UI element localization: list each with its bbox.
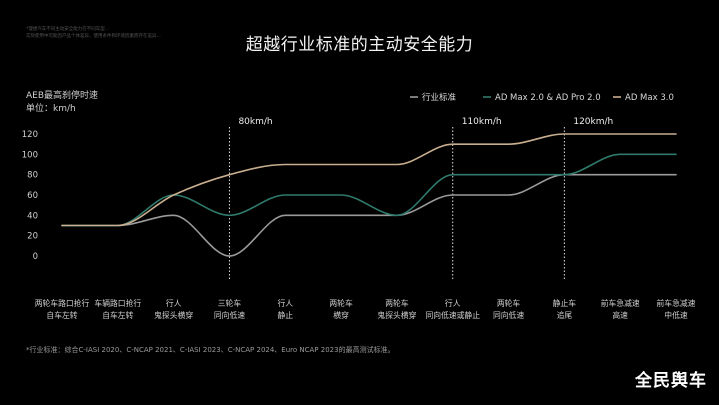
series-lines <box>61 133 677 257</box>
x-category-label-line: 自车左转 <box>102 310 133 320</box>
x-category-label-line: 鬼探头横穿 <box>377 310 416 320</box>
x-category-label: 车辆路口抢行自车左转 <box>94 298 141 320</box>
x-category-label-line: 同向低速 <box>493 310 524 320</box>
x-category-label-line: 三轮车 <box>218 298 242 308</box>
disclaimer-line-1: *理想汽车不同主动安全能力在不同车型... <box>26 27 110 32</box>
x-category-label: 两轮车鬼探头横穿 <box>377 298 416 320</box>
x-category-label: 两轮车横穿 <box>329 298 353 320</box>
legend-label: AD Max 3.0 <box>625 93 674 103</box>
y-tick-label: 40 <box>27 211 38 221</box>
x-category-label-line: 车辆路口抢行 <box>94 298 141 308</box>
x-category-label-line: 同向低速或静止 <box>425 310 480 320</box>
x-category-label: 行人鬼探头横穿 <box>154 298 193 320</box>
x-category-label: 两轮车路口抢行自车左转 <box>35 298 90 320</box>
x-category-label-line: 行人 <box>277 298 293 308</box>
series-line-1 <box>61 173 677 257</box>
x-axis: 两轮车路口抢行自车左转车辆路口抢行自车左转行人鬼探头横穿三轮车同向低速行人静止两… <box>35 298 696 320</box>
series-line-3 <box>61 133 677 227</box>
y-axis-label: AEB最高刹停时速 <box>26 91 99 101</box>
legend-label: AD Max 2.0 & AD Pro 2.0 <box>495 93 601 103</box>
x-category-label-line: 横穿 <box>333 310 349 320</box>
x-category-label-line: 高速 <box>612 310 628 320</box>
x-category-label: 两轮车同向低速 <box>493 298 524 320</box>
annotation-label: 80km/h <box>238 117 272 127</box>
y-tick-label: 20 <box>27 232 38 242</box>
x-category-label-line: 静止 <box>277 310 293 320</box>
x-category-label: 三轮车同向低速 <box>214 298 245 320</box>
page-title: 超越行业标准的主动安全能力 <box>245 35 474 55</box>
footnote: *行业标准：综合C-IASI 2020、C-NCAP 2021、C-IASI 2… <box>26 346 395 354</box>
y-tick-label: 60 <box>27 191 38 201</box>
x-category-label-line: 两轮车 <box>385 298 409 308</box>
x-category-label-line: 两轮车 <box>497 298 521 308</box>
x-category-label-line: 两轮车 <box>329 298 353 308</box>
y-axis: 0 20 40 60 80 100 120 <box>22 130 38 262</box>
x-category-label-line: 自车左转 <box>46 310 77 320</box>
x-category-label-line: 同向低速 <box>214 310 245 320</box>
y-tick-label: 120 <box>22 130 38 140</box>
x-category-label-line: 前车急减速 <box>657 298 696 308</box>
x-category-label-line: 两轮车路口抢行 <box>35 298 90 308</box>
x-category-label: 静止车追尾 <box>553 298 577 320</box>
speed-annotations: 80km/h 110km/h 120km/h <box>228 117 613 280</box>
y-tick-label: 80 <box>27 171 38 181</box>
x-category-label-line: 行人 <box>166 298 182 308</box>
x-category-label-line: 鬼探头横穿 <box>154 310 193 320</box>
x-category-label: 前车急减速中低速 <box>657 298 696 320</box>
annotation-label: 110km/h <box>462 117 502 127</box>
disclaimer-line-2: 实际使用中可能因产品个体差异、使用条件和环境因素而存在差异... <box>26 34 161 39</box>
legend-label: 行业标准 <box>422 92 457 103</box>
annotation-label: 120km/h <box>573 117 613 127</box>
x-category-label: 行人同向低速或静止 <box>425 298 480 320</box>
x-category-label-line: 追尾 <box>557 310 573 320</box>
disclaimer-note: *理想汽车不同主动安全能力在不同车型... 实际使用中可能因产品个体差异、使用条… <box>26 26 226 40</box>
y-tick-label: 100 <box>22 150 38 160</box>
y-tick-label: 0 <box>33 252 38 262</box>
x-category-label-line: 中低速 <box>664 310 688 320</box>
x-category-label: 行人静止 <box>277 298 293 320</box>
x-category-label-line: 前车急减速 <box>601 298 640 308</box>
watermark-logo: 全民舆车 <box>635 371 707 391</box>
y-axis-unit: 单位：km/h <box>26 104 76 114</box>
series-line-2 <box>61 153 677 227</box>
y-axis-title: AEB最高刹停时速 单位：km/h <box>26 90 98 116</box>
x-category-label-line: 静止车 <box>553 298 577 308</box>
x-category-label: 前车急减速高速 <box>601 298 640 320</box>
x-category-label-line: 行人 <box>445 298 461 308</box>
chart-legend: 行业标准 AD Max 2.0 & AD Pro 2.0 AD Max 3.0 <box>410 92 674 103</box>
